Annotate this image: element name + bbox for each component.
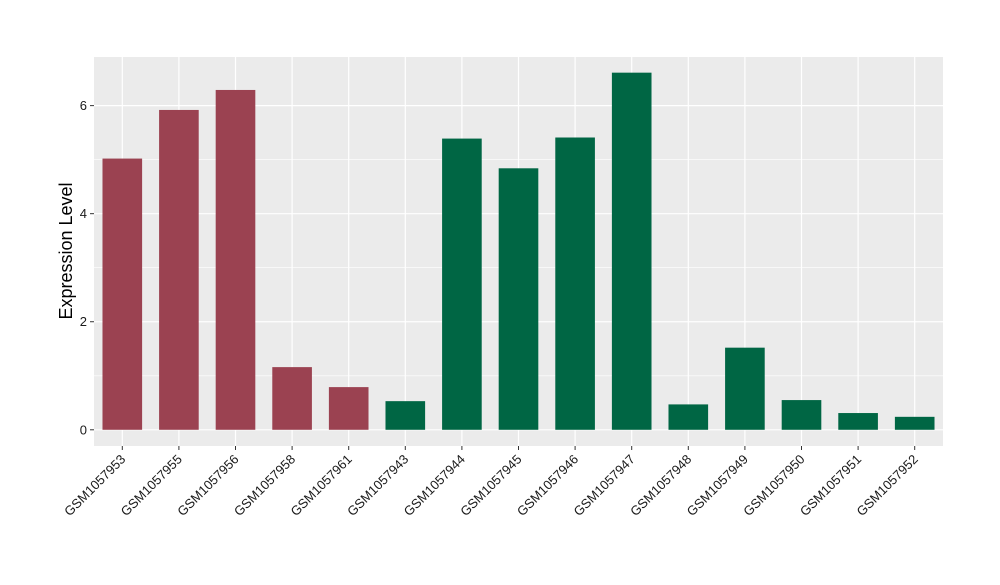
bars [102, 72, 935, 430]
bar-GSM1057956 [215, 89, 256, 430]
bar-GSM1057946 [555, 137, 595, 430]
bar-GSM1057944 [442, 138, 482, 430]
x-axis: GSM1057953GSM1057955GSM1057956GSM1057958… [61, 446, 921, 519]
bar-GSM1057950 [781, 400, 822, 430]
bar-GSM1057949 [725, 347, 765, 430]
y-tick-label: 2 [80, 314, 87, 329]
bar-GSM1057958 [272, 367, 312, 430]
y-tick-label: 0 [80, 422, 87, 437]
bar-GSM1057955 [159, 109, 199, 430]
bar-GSM1057943 [385, 401, 426, 430]
bar-GSM1057953 [102, 158, 143, 430]
y-axis: 0 2 4 6 [80, 98, 94, 437]
bar-GSM1057948 [668, 404, 709, 430]
bar-GSM1057951 [838, 413, 878, 430]
bar-GSM1057945 [498, 168, 539, 430]
y-axis-title: Expression Level [56, 182, 76, 319]
bar-GSM1057947 [611, 72, 652, 430]
y-tick-label: 4 [80, 206, 87, 221]
bar-GSM1057952 [894, 416, 935, 430]
y-tick-label: 6 [80, 98, 87, 113]
bar-GSM1057961 [328, 387, 369, 430]
